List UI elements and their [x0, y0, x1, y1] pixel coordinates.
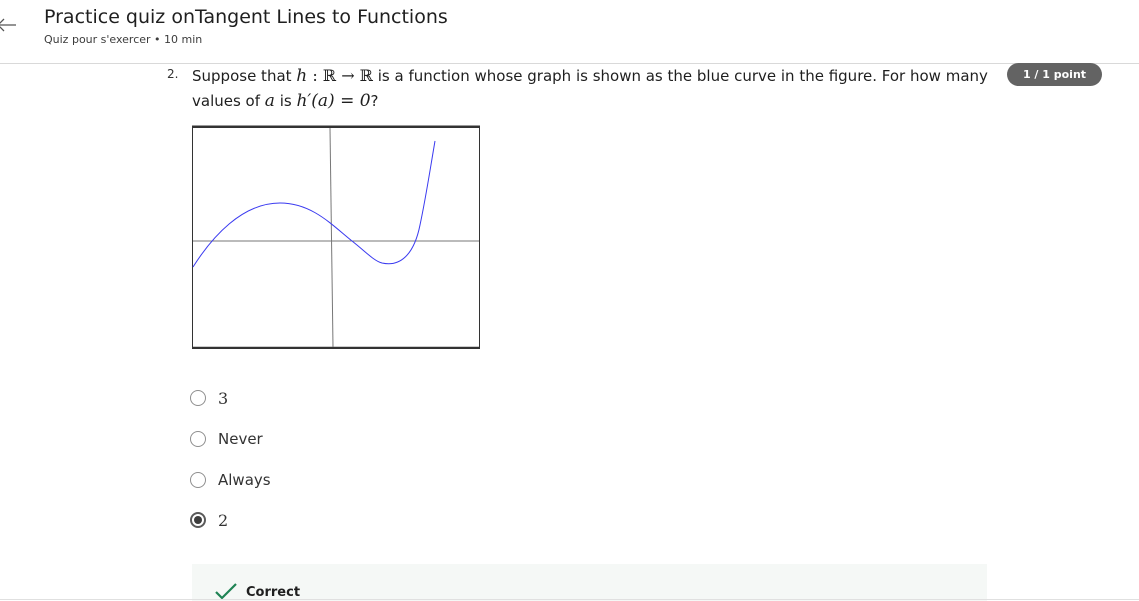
quiz-header: Practice quiz onTangent Lines to Functio…	[0, 0, 1139, 64]
function-graph-figure	[192, 125, 480, 349]
arrow-left-icon	[0, 18, 16, 32]
question-text-part2: is a function whose graph is shown as th…	[192, 67, 988, 110]
function-curve	[192, 140, 436, 268]
option-never[interactable]: Never	[190, 427, 263, 451]
math-h: h	[296, 66, 308, 86]
option-label: 2	[218, 510, 229, 530]
radio-button-selected[interactable]	[190, 512, 206, 528]
question-text-part3: is	[274, 92, 297, 110]
y-axis	[329, 127, 334, 348]
radio-button[interactable]	[190, 390, 206, 406]
option-label: Always	[218, 471, 271, 489]
feedback-box: Correct	[192, 564, 987, 601]
math-a: a	[264, 91, 275, 111]
option-2[interactable]: 2	[190, 508, 228, 532]
question-text: Suppose that h : ℝ → ℝ is a function who…	[192, 63, 992, 114]
math-map: : ℝ → ℝ	[307, 66, 373, 85]
question-text-part4: ?	[370, 92, 379, 110]
question-number: 2.	[167, 67, 179, 81]
feedback-status: Correct	[246, 585, 301, 600]
divider	[0, 599, 1139, 600]
option-label: 3	[218, 388, 229, 408]
option-3[interactable]: 3	[190, 386, 228, 410]
radio-button[interactable]	[190, 472, 206, 488]
option-always[interactable]: Always	[190, 468, 271, 492]
option-label: Never	[218, 430, 263, 448]
quiz-subtitle: Quiz pour s'exercer • 10 min	[44, 33, 203, 46]
math-expression: h′(a) = 0	[296, 91, 371, 111]
radio-button[interactable]	[190, 431, 206, 447]
checkmark-icon	[215, 583, 237, 600]
figure-frame	[192, 127, 480, 349]
page-title: Practice quiz onTangent Lines to Functio…	[44, 6, 448, 28]
score-badge: 1 / 1 point	[1007, 63, 1102, 86]
question-text-part1: Suppose that	[192, 67, 297, 85]
back-button[interactable]	[0, 12, 20, 38]
